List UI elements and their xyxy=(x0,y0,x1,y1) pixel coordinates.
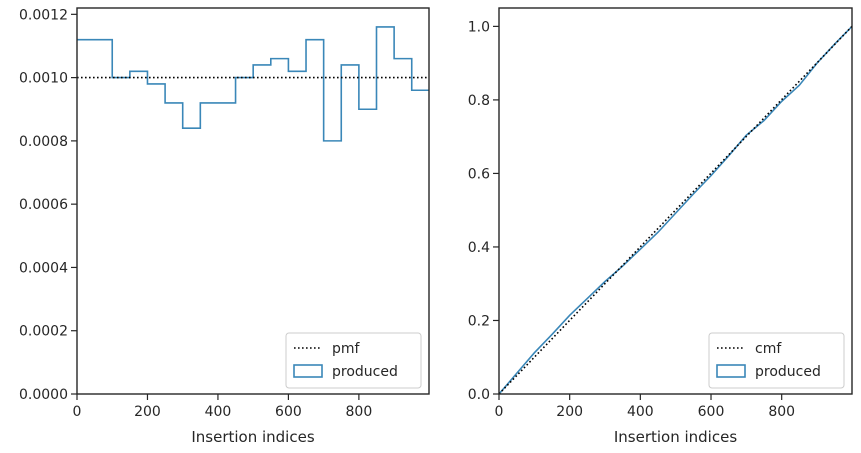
legend-label-produced: produced xyxy=(332,364,398,380)
y-tick-label: 0.0 xyxy=(468,387,490,403)
x-tick-label: 600 xyxy=(698,404,725,420)
y-tick-label: 0.4 xyxy=(468,240,490,256)
x-axis-label: Insertion indices xyxy=(614,428,737,446)
y-tick-label: 0.0000 xyxy=(19,387,68,403)
y-tick-label: 1.0 xyxy=(468,19,490,35)
y-tick-label: 0.0010 xyxy=(19,71,68,87)
x-tick-label: 0 xyxy=(495,404,504,420)
series-produced-line xyxy=(499,25,852,394)
chart-panel-2: 0 200 400 600 800 0.0 0.2 0.4 0.6 0.8 1.0 Insertion… xyxy=(468,7,853,446)
x-tick-label: 200 xyxy=(556,404,583,420)
legend-swatch-produced xyxy=(716,364,746,378)
x-tick-label: 0 xyxy=(73,404,82,420)
y-tick-label: 0.2 xyxy=(468,313,490,329)
y-tick-label: 0.8 xyxy=(468,93,490,109)
legend-box xyxy=(285,332,422,389)
y-tick-label: 0.6 xyxy=(468,166,490,182)
x-tick-label: 400 xyxy=(205,404,232,420)
plot-area xyxy=(77,26,429,142)
y-tick-label: 0.0008 xyxy=(19,134,68,150)
x-tick-label: 600 xyxy=(275,404,302,420)
legend-box xyxy=(708,332,845,389)
x-tick-label: 800 xyxy=(346,404,373,420)
series-cmf-line xyxy=(499,25,852,394)
y-tick-label: 0.0004 xyxy=(19,260,68,276)
axes-frame xyxy=(76,7,430,395)
y-tick-label: 0.0006 xyxy=(19,197,68,213)
x-tick-label: 200 xyxy=(134,404,161,420)
y-tick-label: 0.0012 xyxy=(19,7,68,23)
x-tick-label: 400 xyxy=(627,404,654,420)
axes-frame xyxy=(498,7,853,395)
x-tick-label: 800 xyxy=(768,404,795,420)
legend-label-cmf: cmf xyxy=(755,341,782,357)
legend-swatch-produced xyxy=(293,364,323,378)
legend-label-pmf: pmf xyxy=(332,341,361,357)
chart-panel-1: 0 200 400 600 800 0.0000 0.0002 0.0004 0.0006 0.0… xyxy=(19,7,430,446)
plot-area xyxy=(499,25,852,394)
x-axis-label: Insertion indices xyxy=(191,428,314,446)
legend-label-produced: produced xyxy=(755,364,821,380)
y-tick-label: 0.0002 xyxy=(19,324,68,340)
legend: pmf produced xyxy=(285,332,422,389)
legend: cmf produced xyxy=(708,332,845,389)
series-produced-line xyxy=(77,26,429,142)
